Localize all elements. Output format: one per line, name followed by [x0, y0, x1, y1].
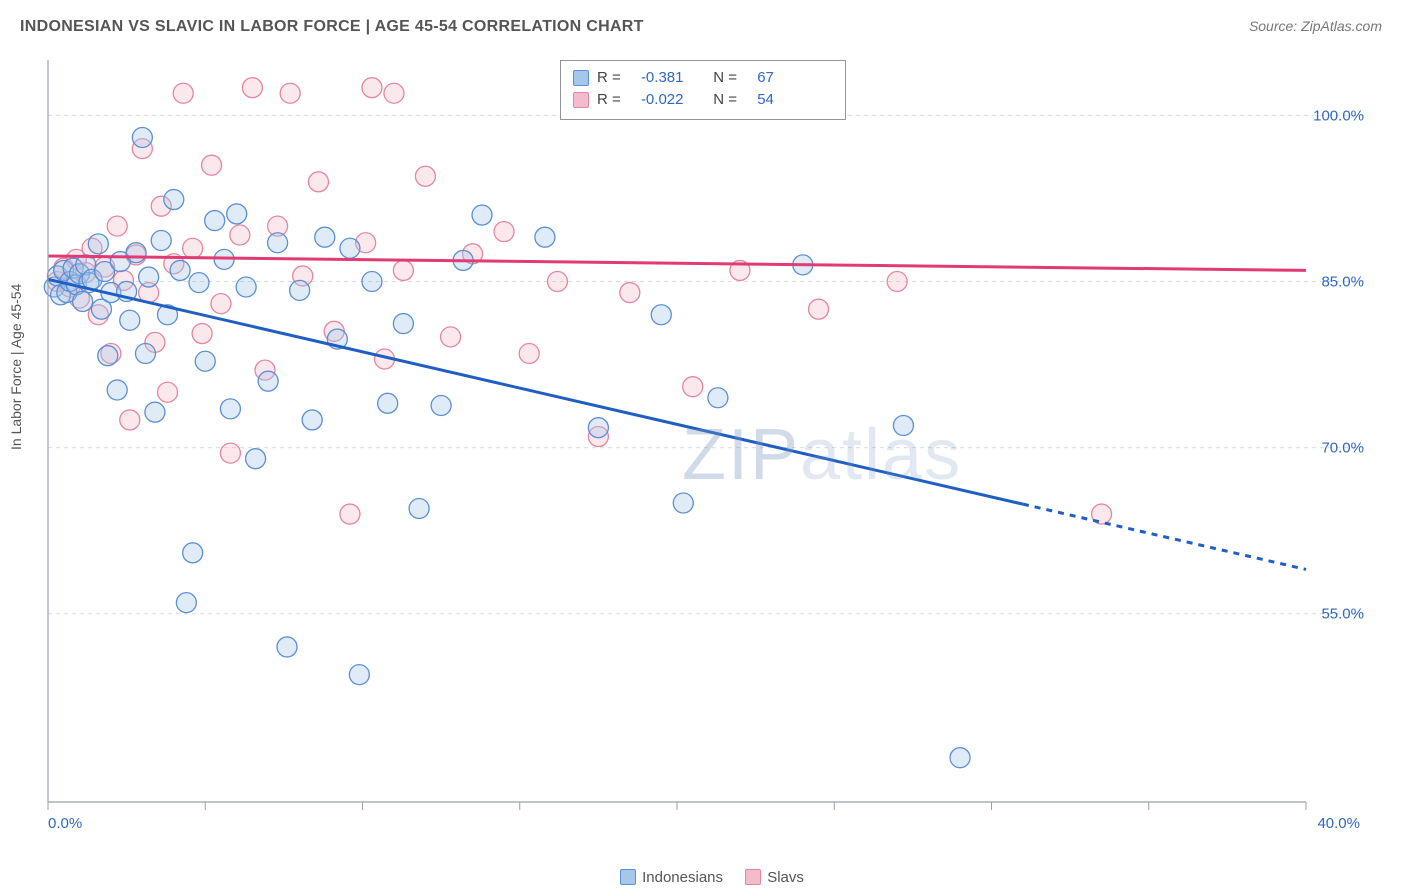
scatter-point [950, 748, 970, 768]
scatter-point [362, 78, 382, 98]
legend-swatch [620, 869, 636, 885]
scatter-point [708, 388, 728, 408]
scatter-point [415, 166, 435, 186]
scatter-point [173, 83, 193, 103]
scatter-point [211, 294, 231, 314]
scatter-point [135, 343, 155, 363]
scatter-chart-svg: 55.0% 70.0% 85.0% 100.0% 0.0% 40.0% [42, 54, 1372, 842]
scatter-point [73, 291, 93, 311]
plot-area: 55.0%70.0%85.0%100.0%0.0%40.0% ZIPatlas … [42, 54, 1372, 842]
legend-swatch [745, 869, 761, 885]
legend-label: Indonesians [642, 869, 723, 886]
svg-text:100.0%: 100.0% [1313, 107, 1364, 124]
scatter-point [409, 499, 429, 519]
svg-text:70.0%: 70.0% [1321, 440, 1364, 457]
scatter-point [145, 402, 165, 422]
chart-title: INDONESIAN VS SLAVIC IN LABOR FORCE | AG… [20, 18, 644, 36]
scatter-point [170, 260, 190, 280]
scatter-point [202, 155, 222, 175]
scatter-point [809, 299, 829, 319]
scatter-point [189, 273, 209, 293]
legend-swatch [573, 70, 589, 86]
svg-text:40.0%: 40.0% [1317, 815, 1360, 832]
scatter-point [107, 380, 127, 400]
scatter-point [362, 271, 382, 291]
scatter-point [268, 233, 288, 253]
scatter-point [183, 238, 203, 258]
scatter-point [258, 371, 278, 391]
scatter-point [126, 243, 146, 263]
scatter-point [308, 172, 328, 192]
scatter-point [340, 238, 360, 258]
scatter-point [88, 234, 108, 254]
scatter-point [139, 267, 159, 287]
svg-text:55.0%: 55.0% [1321, 606, 1364, 623]
scatter-point [236, 277, 256, 297]
scatter-point [290, 280, 310, 300]
scatter-point [683, 377, 703, 397]
scatter-point [673, 493, 693, 513]
scatter-point [246, 449, 266, 469]
scatter-point [588, 418, 608, 438]
scatter-point [120, 410, 140, 430]
scatter-point [132, 128, 152, 148]
regression-line [48, 256, 1306, 270]
scatter-point [535, 227, 555, 247]
legend-swatch [573, 92, 589, 108]
scatter-point [98, 346, 118, 366]
y-axis-label: In Labor Force | Age 45-54 [8, 284, 24, 450]
scatter-point [230, 225, 250, 245]
scatter-point [315, 227, 335, 247]
scatter-point [393, 260, 413, 280]
legend-row: R = -0.022 N = 54 [573, 89, 833, 111]
scatter-point [393, 314, 413, 334]
scatter-point [431, 396, 451, 416]
scatter-point [519, 343, 539, 363]
legend-label: Slavs [767, 869, 804, 886]
scatter-point [164, 190, 184, 210]
source-attribution: Source: ZipAtlas.com [1249, 18, 1382, 34]
scatter-point [176, 593, 196, 613]
scatter-point [280, 83, 300, 103]
svg-text:85.0%: 85.0% [1321, 273, 1364, 290]
scatter-point [651, 305, 671, 325]
scatter-point [441, 327, 461, 347]
scatter-point [887, 271, 907, 291]
scatter-point [220, 399, 240, 419]
scatter-point [378, 393, 398, 413]
scatter-point [220, 443, 240, 463]
scatter-point [192, 324, 212, 344]
regression-line [48, 279, 1023, 504]
scatter-point [472, 205, 492, 225]
scatter-point [205, 211, 225, 231]
scatter-point [151, 231, 171, 251]
scatter-point [183, 543, 203, 563]
scatter-point [242, 78, 262, 98]
scatter-point [384, 83, 404, 103]
scatter-point [620, 283, 640, 303]
scatter-point [547, 271, 567, 291]
scatter-point [893, 415, 913, 435]
series-legend-bottom: Indonesians Slavs [0, 869, 1406, 886]
legend-row: R = -0.381 N = 67 [573, 67, 833, 89]
scatter-point [277, 637, 297, 657]
scatter-point [227, 204, 247, 224]
svg-text:0.0%: 0.0% [48, 815, 82, 832]
scatter-point [340, 504, 360, 524]
scatter-point [120, 310, 140, 330]
scatter-point [349, 665, 369, 685]
scatter-point [158, 382, 178, 402]
regression-line-extrapolated [1023, 504, 1306, 569]
scatter-point [302, 410, 322, 430]
scatter-point [107, 216, 127, 236]
correlation-legend-box: R = -0.381 N = 67 R = -0.022 N = 54 [560, 60, 846, 120]
scatter-point [494, 222, 514, 242]
scatter-point [195, 351, 215, 371]
